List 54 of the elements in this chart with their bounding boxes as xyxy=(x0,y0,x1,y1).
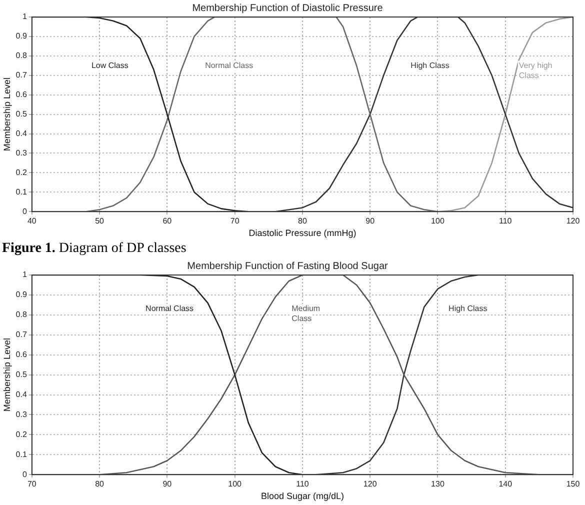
y-tick-label: 0.2 xyxy=(16,430,28,439)
y-tick-label: 0.4 xyxy=(16,128,28,138)
x-tick-label: 150 xyxy=(566,480,580,489)
x-tick-label: 70 xyxy=(230,216,240,226)
x-tick-label: 90 xyxy=(366,216,376,226)
y-tick-label: 0.3 xyxy=(16,148,28,158)
x-tick-label: 70 xyxy=(27,480,37,489)
x-tick-label: 80 xyxy=(95,480,105,489)
x-tick-label: 50 xyxy=(95,216,105,226)
y-tick-label: 1 xyxy=(22,270,28,280)
x-axis-title: Blood Sugar (mg/dL) xyxy=(260,491,344,502)
y-tick-label: 0.2 xyxy=(16,168,28,177)
y-tick-label: 0.6 xyxy=(16,350,28,360)
y-tick-label: 0.8 xyxy=(16,310,28,320)
y-tick-label: 1 xyxy=(22,12,28,22)
y-tick-label: 0.5 xyxy=(16,110,28,119)
y-tick-label: 0.4 xyxy=(16,390,28,399)
caption: Figure 1. Diagram of DP classes xyxy=(1,240,188,258)
series-label: Very high Class xyxy=(518,60,552,80)
x-tick-label: 100 xyxy=(228,480,242,489)
text: Medium Class xyxy=(292,304,320,324)
x-tick-label: 140 xyxy=(498,480,513,489)
x-tick-label: 60 xyxy=(162,216,172,226)
y-tick-label: 0.8 xyxy=(16,51,28,60)
y-axis-title: Membership Level xyxy=(2,78,12,152)
chart-title: Membership Function of Fasting Blood Sugar xyxy=(187,260,388,272)
x-tick-label: 80 xyxy=(298,216,308,226)
chart-title: Membership Function of Diastolic Pressure xyxy=(192,2,384,14)
x-tick-label: 90 xyxy=(162,480,172,489)
y-tick-label: 0.1 xyxy=(16,187,28,196)
text: Normal Class xyxy=(205,60,254,70)
x-tick-label: 120 xyxy=(363,480,378,489)
series-label: Normal Class xyxy=(146,304,194,314)
x-tick-label: 110 xyxy=(296,480,310,489)
x-tick-label: 40 xyxy=(27,216,37,226)
y-tick-label: 0.1 xyxy=(16,450,28,459)
text: High Class xyxy=(410,60,450,70)
y-tick-label: 0.6 xyxy=(16,90,28,100)
y-tick-label: 0.5 xyxy=(16,370,28,380)
x-tick-label: 130 xyxy=(431,480,445,489)
x-tick-label: 110 xyxy=(498,216,512,226)
y-tick-label: 0.7 xyxy=(16,330,28,340)
y-tick-label: 0 xyxy=(22,470,28,479)
x-tick-label: 120 xyxy=(566,216,580,226)
x-axis-title: Diastolic Pressure (mmHg) xyxy=(248,228,356,238)
text: High Class xyxy=(448,304,488,314)
y-axis-title: Membership Level xyxy=(2,338,12,412)
y-tick-label: 0.9 xyxy=(16,32,28,41)
text: Low Class xyxy=(91,60,128,70)
y-tick-label: 0.9 xyxy=(16,290,28,300)
y-tick-label: 0.7 xyxy=(16,70,28,80)
x-tick-label: 100 xyxy=(431,216,445,226)
y-tick-label: 0 xyxy=(22,206,28,216)
y-tick-label: 0.3 xyxy=(16,410,28,419)
